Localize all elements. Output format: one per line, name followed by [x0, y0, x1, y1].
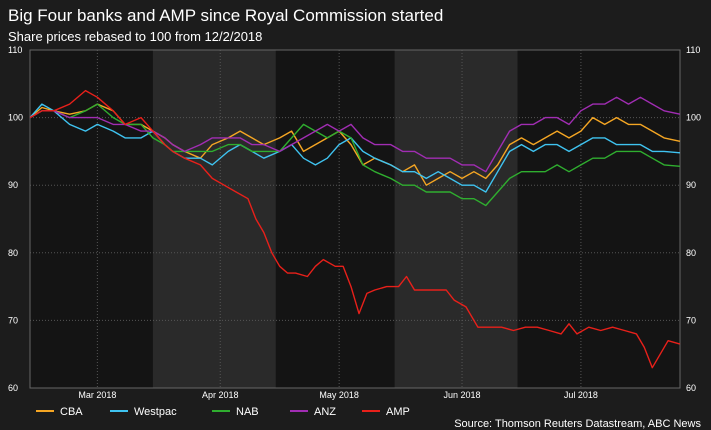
chart-subtitle: Share prices rebased to 100 from 12/2/20…	[8, 29, 263, 44]
y-tick-label-left-80: 80	[8, 248, 18, 258]
y-tick-label-left-110: 110	[8, 45, 22, 55]
shaded-band-1	[152, 50, 276, 388]
axes: 60 60 70 70 80 80 90 90 100 100 110 110 Mar 2018 Apr …	[8, 45, 701, 400]
series-lines	[29, 89, 681, 369]
y-tick-label-right-110: 110	[686, 45, 700, 55]
plot-frame	[29, 49, 681, 389]
plot-background	[30, 50, 680, 388]
legend-label-westpac: Westpac	[134, 406, 177, 418]
legend: CBA Westpac NAB ANZ AMP	[36, 406, 410, 418]
legend-label-cba: CBA	[60, 406, 83, 418]
shaded-band-2	[394, 50, 518, 388]
legend-label-nab: NAB	[236, 406, 259, 418]
x-tick-label-5: Jul 2018	[564, 390, 598, 400]
y-tick-label-right-90: 90	[686, 180, 696, 190]
x-tick-label-2: Apr 2018	[202, 390, 239, 400]
y-tick-label-left-70: 70	[8, 315, 18, 325]
y-tick-label-left-100: 100	[8, 113, 23, 123]
y-tick-label-right-70: 70	[686, 315, 696, 325]
legend-label-anz: ANZ	[314, 406, 336, 418]
y-tick-label-right-100: 100	[686, 113, 701, 123]
legend-label-amp: AMP	[386, 406, 410, 418]
x-tick-label-3: May 2018	[319, 390, 359, 400]
source-note: Source: Thomson Reuters Datastream, ABC …	[454, 418, 701, 430]
series-line-nab	[29, 103, 681, 207]
y-tick-label-left-60: 60	[8, 383, 18, 393]
shaded-bands	[30, 50, 680, 388]
x-tick-label-1: Mar 2018	[78, 390, 116, 400]
y-tick-label-right-60: 60	[686, 383, 696, 393]
y-tick-label-right-80: 80	[686, 248, 696, 258]
y-tick-label-left-90: 90	[8, 180, 18, 190]
x-tick-label-4: Jun 2018	[443, 390, 480, 400]
series-line-anz	[29, 96, 681, 173]
series-line-amp	[29, 89, 681, 369]
chart-title: Big Four banks and AMP since Royal Commi…	[8, 6, 444, 25]
